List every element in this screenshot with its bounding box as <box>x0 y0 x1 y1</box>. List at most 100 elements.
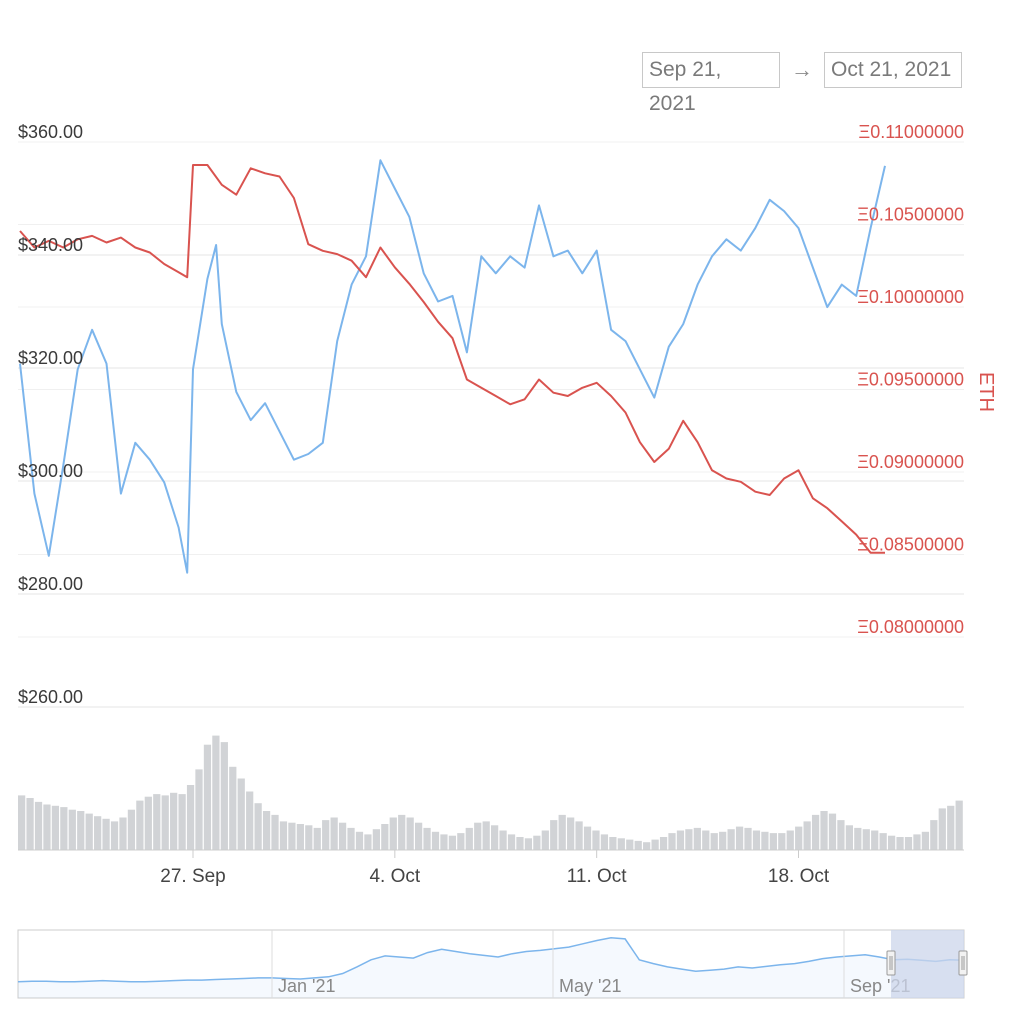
volume-bar <box>887 835 896 850</box>
volume-bar <box>659 837 668 850</box>
volume-bar <box>558 814 566 850</box>
volume-bar <box>947 805 955 850</box>
volume-bar <box>592 830 600 850</box>
usd-tick-label: $300.00 <box>18 461 83 481</box>
volume-bar <box>533 835 541 850</box>
volume-bar <box>567 817 575 850</box>
volume-bar <box>871 830 879 850</box>
volume-bar <box>626 839 634 850</box>
volume-bar <box>364 834 372 850</box>
volume-bar <box>136 800 144 850</box>
volume-bar <box>305 825 313 850</box>
volume-bar <box>414 822 423 850</box>
volume-bar <box>279 821 288 850</box>
volume-bar <box>845 825 853 850</box>
volume-bar <box>94 816 102 850</box>
navigator-label: May '21 <box>559 976 621 996</box>
price-series <box>19 159 886 574</box>
volume-bar <box>904 837 913 850</box>
volume-bar <box>372 829 380 850</box>
navigator-selection[interactable] <box>891 930 964 998</box>
navigator-line <box>17 937 965 983</box>
volume-bar <box>398 814 406 850</box>
volume-bar <box>786 830 794 850</box>
volume-bar <box>575 821 583 850</box>
volume-bar <box>153 794 161 850</box>
volume-bar <box>262 811 271 850</box>
volume-bar <box>85 813 93 850</box>
x-tick-label: 18. Oct <box>768 866 830 887</box>
volume-bar <box>178 794 186 850</box>
eth-tick-label: Ξ0.09000000 <box>857 452 964 472</box>
volume-bar <box>609 837 617 850</box>
date-to-input[interactable]: Oct 21, 2021 <box>824 52 962 88</box>
volume-bar <box>431 831 440 850</box>
volume-bar <box>170 792 178 850</box>
volume-bar <box>288 822 296 850</box>
volume-bar <box>778 833 786 850</box>
volume-bar <box>719 831 727 850</box>
volume-bar <box>769 833 777 850</box>
volume-bar <box>77 811 85 850</box>
volume-bar <box>347 827 355 850</box>
volume-bar <box>499 830 507 850</box>
date-from-input[interactable]: Sep 21, 2021 <box>642 52 780 115</box>
volume-bar <box>355 831 364 850</box>
eth-tick-label: Ξ0.08500000 <box>857 535 964 555</box>
volume-bar <box>296 824 304 850</box>
volume-bar <box>465 827 473 850</box>
volume-bar <box>161 795 169 850</box>
volume-bar <box>144 796 152 850</box>
volume-bar <box>338 822 347 850</box>
date-range-arrow-icon: → <box>791 57 813 82</box>
volume-bar <box>119 817 127 850</box>
volume-bar <box>828 813 837 850</box>
date-axis: 27. Sep 4. Oct 11. Oct 18. Oct <box>160 850 830 887</box>
volume-bar <box>229 766 237 850</box>
navigator-handle[interactable] <box>886 950 896 976</box>
volume-bar <box>643 842 651 850</box>
volume-bar <box>34 801 43 850</box>
volume-bar <box>862 829 870 850</box>
volume-bar <box>744 827 752 850</box>
volume-bar <box>541 830 549 850</box>
volume-bar <box>896 837 904 850</box>
volume-bar <box>18 795 26 850</box>
volume-bar <box>102 818 110 850</box>
usd-tick-label: $360.00 <box>18 122 83 142</box>
volume-bar <box>879 833 887 850</box>
usd-axis: $360.00 $340.00 $320.00 $300.00 $280.00 $260.… <box>18 122 83 707</box>
volume-bar <box>583 826 592 850</box>
volume-bar <box>203 744 212 850</box>
volume-bar <box>457 833 465 850</box>
volume-bar <box>127 809 136 850</box>
range-navigator[interactable]: Jan '21 May '21 Sep '21 <box>17 929 968 999</box>
volume-bar <box>938 808 946 850</box>
volume-bar <box>752 830 761 850</box>
volume-bar <box>761 831 769 850</box>
volume-bar <box>516 837 524 850</box>
volume-bar <box>246 791 254 850</box>
volume-bar <box>921 831 930 850</box>
volume-bar <box>727 829 735 850</box>
volume-bar <box>820 811 828 850</box>
volume-bar <box>930 820 938 850</box>
volume-bar <box>735 826 744 850</box>
volume-bar <box>617 838 625 850</box>
volume-bar <box>271 814 279 850</box>
volume-bar <box>423 827 431 850</box>
volume-bar <box>651 839 659 850</box>
volume-bar <box>550 820 558 850</box>
volume-bar <box>474 822 482 850</box>
volume-bar <box>524 838 533 850</box>
usd-tick-label: $320.00 <box>18 348 83 368</box>
usd-tick-label: $340.00 <box>18 235 83 255</box>
navigator-handle[interactable] <box>958 950 968 976</box>
volume-bar <box>491 825 499 850</box>
volume-bar <box>837 820 845 850</box>
eth-tick-label: Ξ0.10500000 <box>857 205 964 225</box>
navigator-area <box>18 937 964 998</box>
volume-bar <box>254 803 262 850</box>
usd-tick-label: $280.00 <box>18 574 83 594</box>
